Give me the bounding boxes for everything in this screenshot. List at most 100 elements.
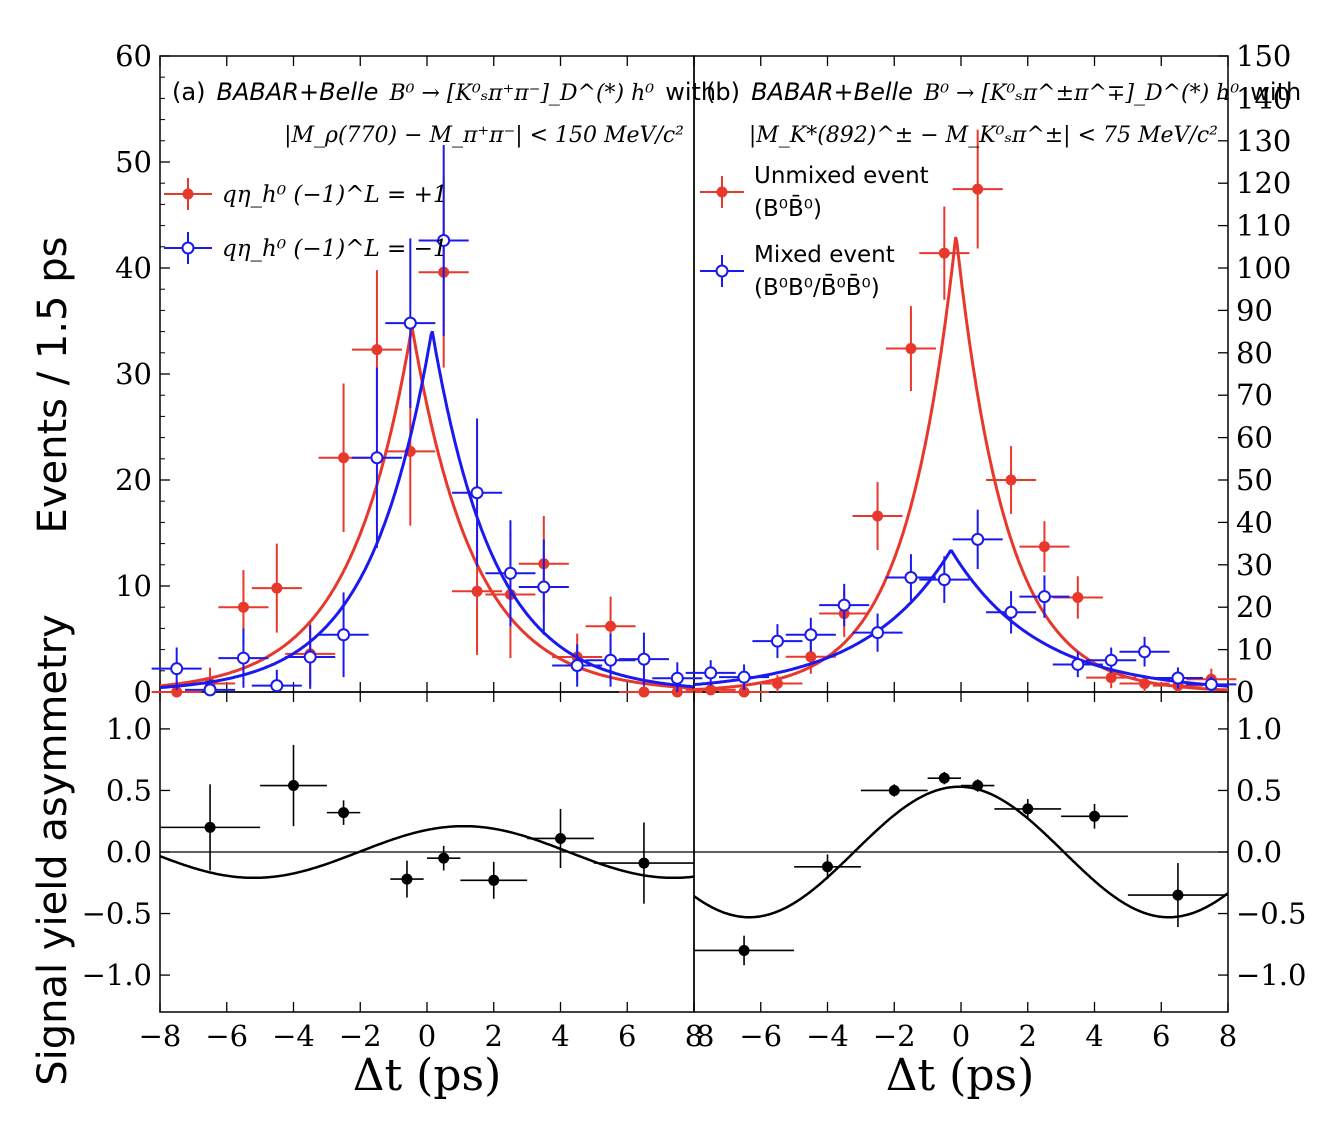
- asym-data-point: [288, 780, 299, 792]
- data-point: [937, 573, 951, 587]
- data-point: [904, 571, 918, 585]
- x-tick-label: −8: [139, 1019, 182, 1053]
- data-point: [637, 652, 651, 666]
- x-tick-label: 6: [618, 1019, 636, 1053]
- x-tick-label: 0: [952, 1019, 970, 1053]
- asymmetry-curve: [159, 824, 695, 880]
- y-tick-label: 30: [115, 357, 152, 391]
- y-tick-label: 140: [1236, 81, 1291, 115]
- asym-y-tick-label: 0.0: [1236, 835, 1282, 869]
- panel-a-cut: |M_ρ(770) − M_π⁺π⁻| < 150 MeV/c²: [284, 123, 684, 148]
- panel-b-experiment: BABAR+Belle: [751, 78, 913, 106]
- asym-y-tick-label: 0.5: [106, 773, 152, 807]
- data-point: [737, 670, 751, 684]
- asym-data-point: [738, 944, 750, 956]
- x-axis-title-left: Δt (ps): [353, 1050, 502, 1101]
- asym-data-point: [938, 772, 950, 784]
- data-point: [871, 626, 885, 640]
- panel-b-legend: Unmixed event (B⁰B̄⁰) Mixed event (B⁰B⁰/…: [700, 163, 929, 301]
- data-point: [370, 451, 384, 465]
- asym-data-point: [888, 784, 900, 796]
- data-point: [705, 684, 717, 696]
- data-point: [1072, 591, 1084, 603]
- y-tick-label: 40: [1236, 505, 1273, 539]
- asym-data-point: [1172, 889, 1184, 901]
- asym-data-point: [822, 861, 833, 873]
- data-point: [1005, 474, 1017, 486]
- data-point: [638, 686, 650, 698]
- panel-a-title: (a) BABAR+Belle B⁰ → [K⁰ₛπ⁺π⁻]_D^(*) h⁰ …: [172, 78, 716, 106]
- x-tick-label: 4: [1085, 1019, 1103, 1053]
- legend-b-entry-2: Mixed event: [754, 242, 895, 268]
- panel-b-decay: B⁰ → [K⁰ₛπ^±π^∓]_D^(*) h⁰: [923, 81, 1239, 106]
- data-point: [537, 580, 551, 594]
- plot-text: Events / 1.5 ps Signal yield asymmetry Δ…: [30, 78, 1301, 1101]
- y-tick-label: 90: [1236, 293, 1273, 327]
- data-point: [337, 628, 351, 642]
- panel-a-label: (a): [172, 78, 205, 106]
- y-tick-label: 60: [115, 39, 152, 73]
- asym-data-point: [338, 807, 350, 819]
- data-point: [938, 247, 950, 259]
- x-tick-label: −2: [873, 1019, 916, 1053]
- data-point: [872, 510, 884, 522]
- data-point: [237, 601, 249, 613]
- data-point: [972, 183, 984, 195]
- panel-b-with: with: [1250, 78, 1301, 106]
- y-tick-label: 10: [115, 569, 152, 603]
- legend-b-entry-2-sub: (B⁰B⁰/B̄⁰B̄⁰): [754, 273, 880, 301]
- panel-a-experiment: BABAR+Belle: [217, 78, 379, 106]
- x-tick-label: −4: [272, 1019, 315, 1053]
- asym-y-tick-label: 0.0: [106, 835, 152, 869]
- data-point: [1139, 678, 1151, 690]
- data-point: [670, 671, 684, 685]
- asym-y-tick-label: 1.0: [1236, 712, 1282, 746]
- x-tick-label: −6: [205, 1019, 248, 1053]
- data-point: [1171, 671, 1185, 685]
- data-point: [236, 651, 250, 665]
- panel-a-decay: B⁰ → [K⁰ₛπ⁺π⁻]_D^(*) h⁰: [389, 81, 655, 106]
- legend-b-entry-1: Unmixed event: [754, 163, 929, 189]
- asym-y-tick-label: 0.5: [1236, 773, 1282, 807]
- y-tick-label: 40: [115, 251, 152, 285]
- fit-curve-1: [693, 236, 1229, 692]
- asym-y-tick-label: −1.0: [1236, 958, 1306, 992]
- data-point: [503, 566, 517, 580]
- panel-a-with: with: [665, 78, 716, 106]
- data-point: [1104, 653, 1118, 667]
- data-point: [171, 686, 183, 698]
- data-point: [804, 628, 818, 642]
- data-point: [303, 650, 317, 664]
- data-point: [437, 233, 451, 247]
- asymmetry-curve: [693, 785, 1229, 919]
- asym-data-point: [555, 832, 566, 844]
- data-point: [971, 532, 985, 546]
- x-tick-label: 8: [1219, 1019, 1237, 1053]
- y-tick-label: 70: [1236, 378, 1273, 412]
- data-point: [470, 486, 484, 500]
- asym-data-point: [1089, 810, 1100, 822]
- y-tick-label: 0: [1236, 675, 1254, 709]
- asym-y-tick-label: −0.5: [82, 897, 152, 931]
- asym-data-point: [438, 852, 450, 864]
- y-tick-label: 50: [1236, 463, 1273, 497]
- y-tick-label: 10: [1236, 633, 1273, 667]
- fit-curve-2: [159, 330, 695, 690]
- y-axis-title-bottom: Signal yield asymmetry: [30, 614, 76, 1086]
- data-point: [738, 686, 750, 698]
- panel-b-label: (b): [706, 78, 740, 106]
- panel-a-top-frame: [159, 55, 695, 693]
- panel-b-top-frame: [693, 55, 1229, 693]
- data-point: [837, 598, 851, 612]
- x-tick-label: 2: [485, 1019, 503, 1053]
- y-tick-label: 130: [1236, 124, 1291, 158]
- x-tick-label: −2: [339, 1019, 382, 1053]
- y-tick-label: 110: [1236, 209, 1291, 243]
- x-tick-label: 2: [1019, 1019, 1037, 1053]
- data-point: [1038, 541, 1050, 553]
- y-axis-title-top: Events / 1.5 ps: [30, 237, 76, 534]
- asym-data-point: [401, 873, 413, 885]
- y-tick-label: 20: [115, 463, 152, 497]
